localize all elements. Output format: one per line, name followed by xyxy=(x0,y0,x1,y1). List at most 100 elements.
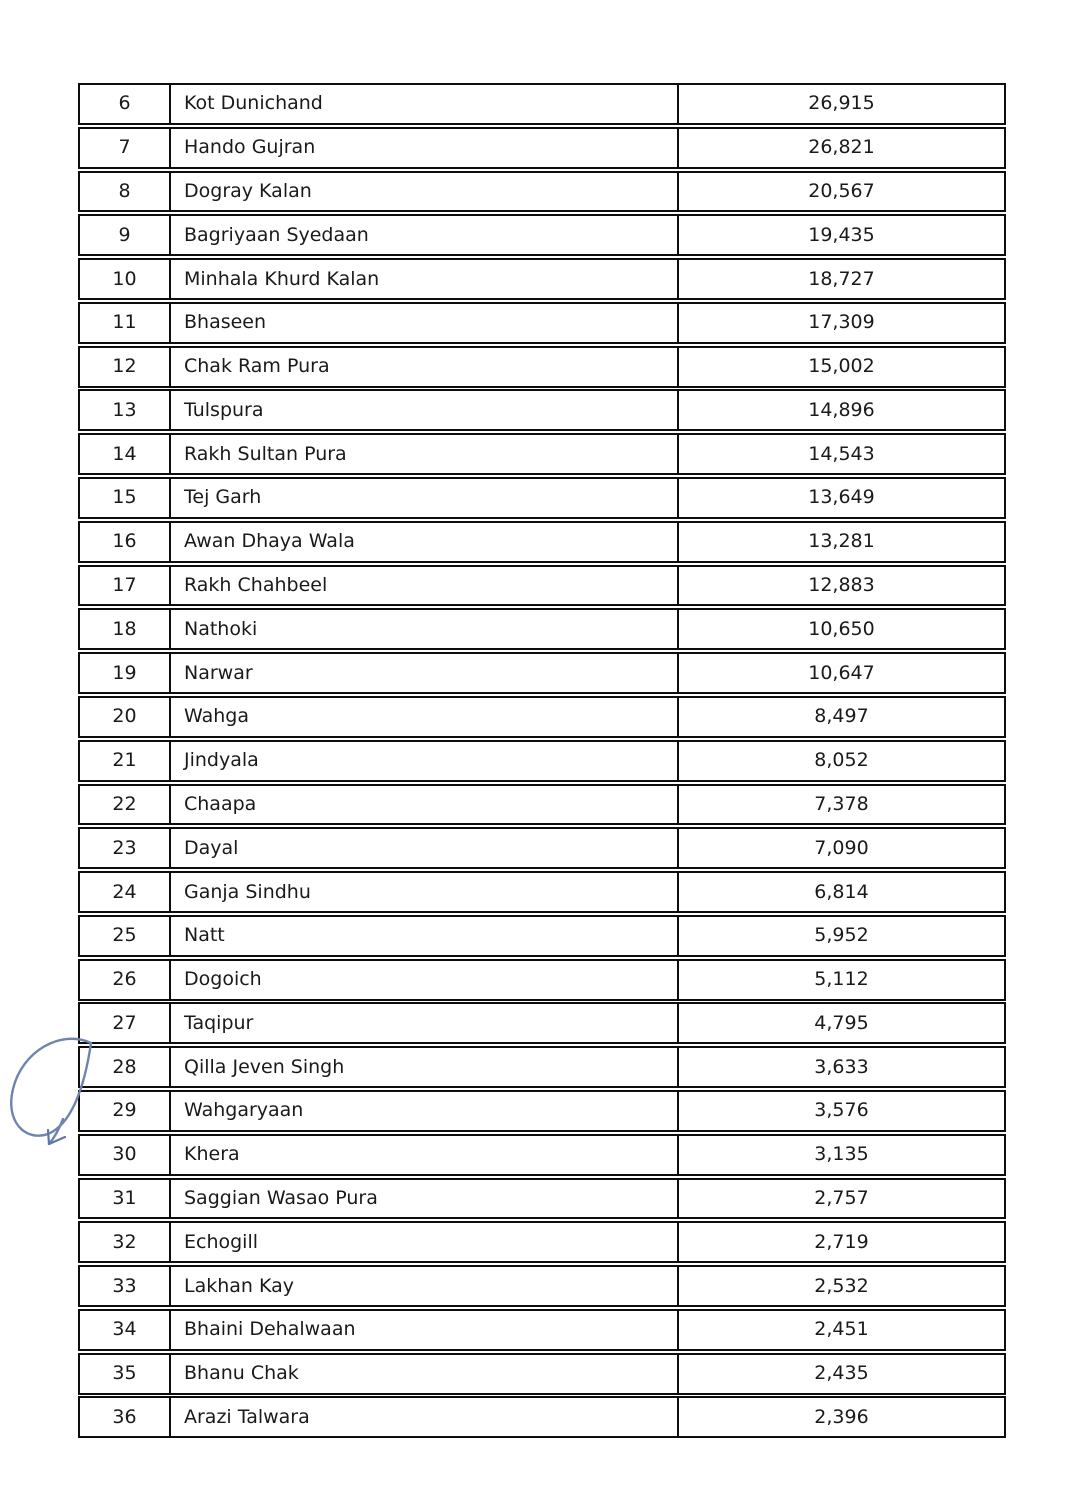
name-cell: Jindyala xyxy=(171,741,679,780)
table-row: 28 Qilla Jeven Singh 3,633 xyxy=(78,1046,1006,1089)
rank-cell: 22 xyxy=(80,785,171,824)
rank-cell: 19 xyxy=(80,654,171,693)
name-cell: Chaapa xyxy=(171,785,679,824)
name-cell: Ganja Sindhu xyxy=(171,873,679,911)
value-cell: 3,576 xyxy=(814,1099,869,1122)
rank-cell: 30 xyxy=(80,1135,171,1174)
name-cell: Bagriyaan Syedaan xyxy=(171,216,679,255)
value-cell: 2,757 xyxy=(814,1186,869,1209)
name-cell: Tulspura xyxy=(171,391,679,430)
value-cell: 2,719 xyxy=(814,1230,869,1253)
population-table: 6 Kot Dunichand 26,915 7 Hando Gujran 26… xyxy=(78,83,1006,1440)
rank-cell: 34 xyxy=(80,1310,171,1349)
name-cell: Bhaini Dehalwaan xyxy=(171,1310,679,1349)
table-row: 19 Narwar 10,647 xyxy=(78,652,1006,695)
table-row: 14 Rakh Sultan Pura 14,543 xyxy=(78,433,1006,476)
value-cell: 15,002 xyxy=(808,355,875,378)
table-row: 24 Ganja Sindhu 6,814 xyxy=(78,871,1006,913)
value-cell: 14,543 xyxy=(808,442,875,465)
value-cell: 20,567 xyxy=(808,180,875,202)
table-row: 16 Awan Dhaya Wala 13,281 xyxy=(78,520,1006,563)
value-cell: 14,896 xyxy=(808,398,875,421)
table-row: 13 Tulspura 14,896 xyxy=(78,389,1006,432)
rank-cell: 31 xyxy=(80,1179,171,1218)
name-cell: Wahga xyxy=(171,697,679,736)
value-cell: 8,052 xyxy=(814,749,869,772)
rank-cell: 28 xyxy=(80,1048,171,1087)
name-cell: Natt xyxy=(171,916,679,955)
value-cell: 2,532 xyxy=(814,1274,869,1297)
value-cell: 10,650 xyxy=(808,617,875,640)
rank-cell: 36 xyxy=(80,1398,171,1437)
value-cell: 19,435 xyxy=(808,223,875,246)
rank-cell: 17 xyxy=(80,566,171,605)
name-cell: Echogill xyxy=(171,1223,679,1262)
name-cell: Awan Dhaya Wala xyxy=(171,522,679,561)
name-cell: Dayal xyxy=(171,829,679,868)
rank-cell: 10 xyxy=(80,260,171,299)
value-cell: 18,727 xyxy=(808,267,875,290)
name-cell: Arazi Talwara xyxy=(171,1398,679,1437)
table-row: 8 Dogray Kalan 20,567 xyxy=(78,170,1006,213)
value-cell: 8,497 xyxy=(814,705,869,728)
value-cell: 13,649 xyxy=(808,486,875,509)
name-cell: Kot Dunichand xyxy=(171,85,679,123)
rank-cell: 14 xyxy=(80,435,171,474)
name-cell: Dogray Kalan xyxy=(171,172,679,211)
table-row: 12 Chak Ram Pura 15,002 xyxy=(78,345,1006,388)
table-row: 17 Rakh Chahbeel 12,883 xyxy=(78,564,1006,607)
value-cell: 6,814 xyxy=(814,880,869,903)
rank-cell: 33 xyxy=(80,1267,171,1305)
table-row: 36 Arazi Talwara 2,396 xyxy=(78,1396,1006,1439)
rank-cell: 6 xyxy=(80,85,171,123)
name-cell: Khera xyxy=(171,1135,679,1174)
rank-cell: 15 xyxy=(80,479,171,517)
name-cell: Qilla Jeven Singh xyxy=(171,1048,679,1087)
table-row: 34 Bhaini Dehalwaan 2,451 xyxy=(78,1308,1006,1351)
name-cell: Minhala Khurd Kalan xyxy=(171,260,679,299)
table-row: 20 Wahga 8,497 xyxy=(78,695,1006,738)
value-cell: 10,647 xyxy=(808,661,875,684)
name-cell: Narwar xyxy=(171,654,679,693)
rank-cell: 21 xyxy=(80,741,171,780)
value-cell: 26,821 xyxy=(808,136,875,159)
value-cell: 17,309 xyxy=(808,311,875,334)
table-row: 35 Bhanu Chak 2,435 xyxy=(78,1352,1006,1395)
table-row: 18 Nathoki 10,650 xyxy=(78,608,1006,651)
name-cell: Nathoki xyxy=(171,610,679,649)
rank-cell: 8 xyxy=(80,172,171,211)
table-row: 33 Lakhan Kay 2,532 xyxy=(78,1265,1006,1307)
name-cell: Bhaseen xyxy=(171,303,679,342)
name-cell: Bhanu Chak xyxy=(171,1354,679,1393)
value-cell: 4,795 xyxy=(814,1011,869,1034)
rank-cell: 24 xyxy=(80,873,171,911)
rank-cell: 18 xyxy=(80,610,171,649)
table-row: 11 Bhaseen 17,309 xyxy=(78,301,1006,344)
table-row: 22 Chaapa 7,378 xyxy=(78,783,1006,826)
name-cell: Rakh Sultan Pura xyxy=(171,435,679,474)
rank-cell: 27 xyxy=(80,1004,171,1043)
value-cell: 7,378 xyxy=(814,792,869,815)
table-row: 27 Taqipur 4,795 xyxy=(78,1002,1006,1045)
rank-cell: 20 xyxy=(80,697,171,736)
name-cell: Lakhan Kay xyxy=(171,1267,679,1305)
table-row: 15 Tej Garh 13,649 xyxy=(78,477,1006,519)
rank-cell: 26 xyxy=(80,960,171,999)
name-cell: Saggian Wasao Pura xyxy=(171,1179,679,1218)
value-cell: 3,633 xyxy=(814,1055,869,1078)
value-cell: 2,396 xyxy=(814,1405,869,1428)
table-row: 10 Minhala Khurd Kalan 18,727 xyxy=(78,258,1006,301)
table-row: 9 Bagriyaan Syedaan 19,435 xyxy=(78,214,1006,257)
value-cell: 2,451 xyxy=(814,1318,869,1341)
name-cell: Taqipur xyxy=(171,1004,679,1043)
rank-cell: 7 xyxy=(80,128,171,167)
rank-cell: 23 xyxy=(80,829,171,868)
rank-cell: 35 xyxy=(80,1354,171,1393)
rank-cell: 12 xyxy=(80,347,171,386)
table-row: 32 Echogill 2,719 xyxy=(78,1221,1006,1264)
value-cell: 13,281 xyxy=(808,530,875,553)
name-cell: Rakh Chahbeel xyxy=(171,566,679,605)
rank-cell: 13 xyxy=(80,391,171,430)
rank-cell: 11 xyxy=(80,303,171,342)
rank-cell: 16 xyxy=(80,522,171,561)
